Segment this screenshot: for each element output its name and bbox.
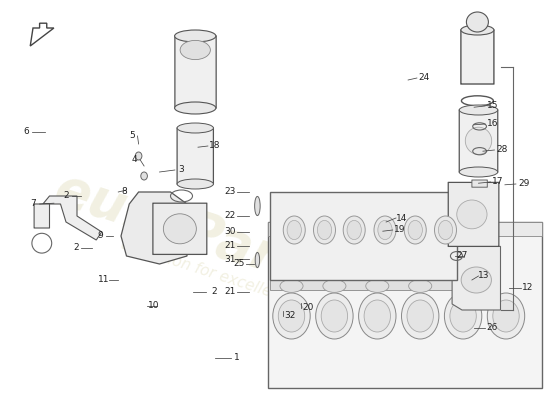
- Ellipse shape: [404, 216, 426, 244]
- Ellipse shape: [280, 280, 303, 292]
- Text: a passion for excellence: a passion for excellence: [119, 236, 299, 308]
- Ellipse shape: [493, 300, 519, 332]
- FancyBboxPatch shape: [153, 203, 207, 254]
- Bar: [270, 280, 456, 290]
- Bar: [268, 222, 542, 236]
- Ellipse shape: [175, 30, 216, 42]
- Ellipse shape: [343, 216, 365, 244]
- Ellipse shape: [180, 40, 210, 60]
- Ellipse shape: [141, 172, 147, 180]
- Text: 21: 21: [224, 288, 235, 296]
- Ellipse shape: [461, 25, 494, 35]
- Ellipse shape: [466, 12, 488, 32]
- Text: 3: 3: [179, 166, 184, 174]
- Text: 32: 32: [284, 312, 295, 320]
- Text: 15: 15: [487, 102, 498, 110]
- Ellipse shape: [459, 167, 498, 177]
- Text: 17: 17: [492, 178, 503, 186]
- Polygon shape: [43, 196, 102, 240]
- FancyBboxPatch shape: [177, 128, 213, 184]
- Ellipse shape: [378, 220, 392, 240]
- Text: 16: 16: [487, 120, 498, 128]
- Polygon shape: [452, 246, 500, 310]
- Polygon shape: [121, 192, 187, 264]
- Ellipse shape: [438, 220, 453, 240]
- Ellipse shape: [278, 300, 305, 332]
- Ellipse shape: [465, 127, 492, 154]
- Ellipse shape: [255, 196, 260, 216]
- Text: 21: 21: [224, 242, 235, 250]
- Text: 2: 2: [63, 192, 69, 200]
- Ellipse shape: [444, 293, 482, 339]
- Ellipse shape: [409, 280, 432, 292]
- Ellipse shape: [450, 300, 476, 332]
- Ellipse shape: [135, 152, 142, 160]
- Text: 7: 7: [30, 200, 36, 208]
- Text: 26: 26: [487, 324, 498, 332]
- Ellipse shape: [316, 293, 353, 339]
- Ellipse shape: [177, 179, 213, 189]
- Ellipse shape: [321, 300, 348, 332]
- Ellipse shape: [374, 216, 396, 244]
- Text: 4: 4: [132, 156, 138, 164]
- Text: 20: 20: [302, 304, 313, 312]
- Text: 5: 5: [129, 132, 135, 140]
- Ellipse shape: [255, 252, 260, 268]
- Ellipse shape: [314, 216, 336, 244]
- Ellipse shape: [402, 293, 439, 339]
- Ellipse shape: [434, 216, 456, 244]
- Text: euroParts: euroParts: [47, 163, 338, 301]
- Ellipse shape: [317, 220, 332, 240]
- FancyBboxPatch shape: [459, 110, 498, 172]
- Ellipse shape: [459, 105, 498, 115]
- Ellipse shape: [175, 102, 216, 114]
- Text: 8: 8: [121, 188, 126, 196]
- Ellipse shape: [163, 214, 196, 244]
- Text: 31: 31: [224, 255, 235, 264]
- Text: 2: 2: [212, 288, 217, 296]
- Text: 22: 22: [224, 212, 235, 220]
- Ellipse shape: [456, 200, 487, 229]
- FancyBboxPatch shape: [175, 36, 216, 108]
- Text: 12: 12: [522, 284, 534, 292]
- Text: 18: 18: [209, 142, 220, 150]
- Ellipse shape: [283, 216, 305, 244]
- Ellipse shape: [487, 293, 525, 339]
- FancyBboxPatch shape: [270, 192, 456, 280]
- Ellipse shape: [366, 280, 389, 292]
- Ellipse shape: [408, 220, 422, 240]
- Text: 25: 25: [234, 260, 245, 268]
- Text: 30: 30: [224, 228, 235, 236]
- Ellipse shape: [273, 293, 310, 339]
- Text: 11: 11: [98, 276, 109, 284]
- Text: 1: 1: [234, 354, 239, 362]
- Ellipse shape: [364, 300, 390, 332]
- Ellipse shape: [407, 300, 433, 332]
- Text: 13: 13: [478, 272, 490, 280]
- FancyBboxPatch shape: [268, 222, 542, 388]
- Text: 10: 10: [148, 302, 159, 310]
- Ellipse shape: [359, 293, 396, 339]
- Ellipse shape: [461, 267, 492, 293]
- Text: 9: 9: [97, 232, 103, 240]
- FancyBboxPatch shape: [448, 182, 499, 246]
- Text: 23: 23: [224, 188, 235, 196]
- Text: 29: 29: [518, 180, 529, 188]
- Text: 2: 2: [73, 244, 79, 252]
- FancyBboxPatch shape: [461, 30, 494, 84]
- Text: 27: 27: [456, 252, 468, 260]
- FancyBboxPatch shape: [472, 180, 487, 187]
- Text: 28: 28: [496, 146, 507, 154]
- Polygon shape: [30, 23, 54, 46]
- FancyBboxPatch shape: [34, 204, 50, 228]
- Ellipse shape: [287, 220, 301, 240]
- Text: 6: 6: [24, 128, 29, 136]
- Ellipse shape: [177, 123, 213, 133]
- Text: 24: 24: [418, 74, 429, 82]
- Ellipse shape: [347, 220, 361, 240]
- Text: 14: 14: [396, 214, 407, 222]
- Text: 19: 19: [394, 226, 405, 234]
- Ellipse shape: [323, 280, 346, 292]
